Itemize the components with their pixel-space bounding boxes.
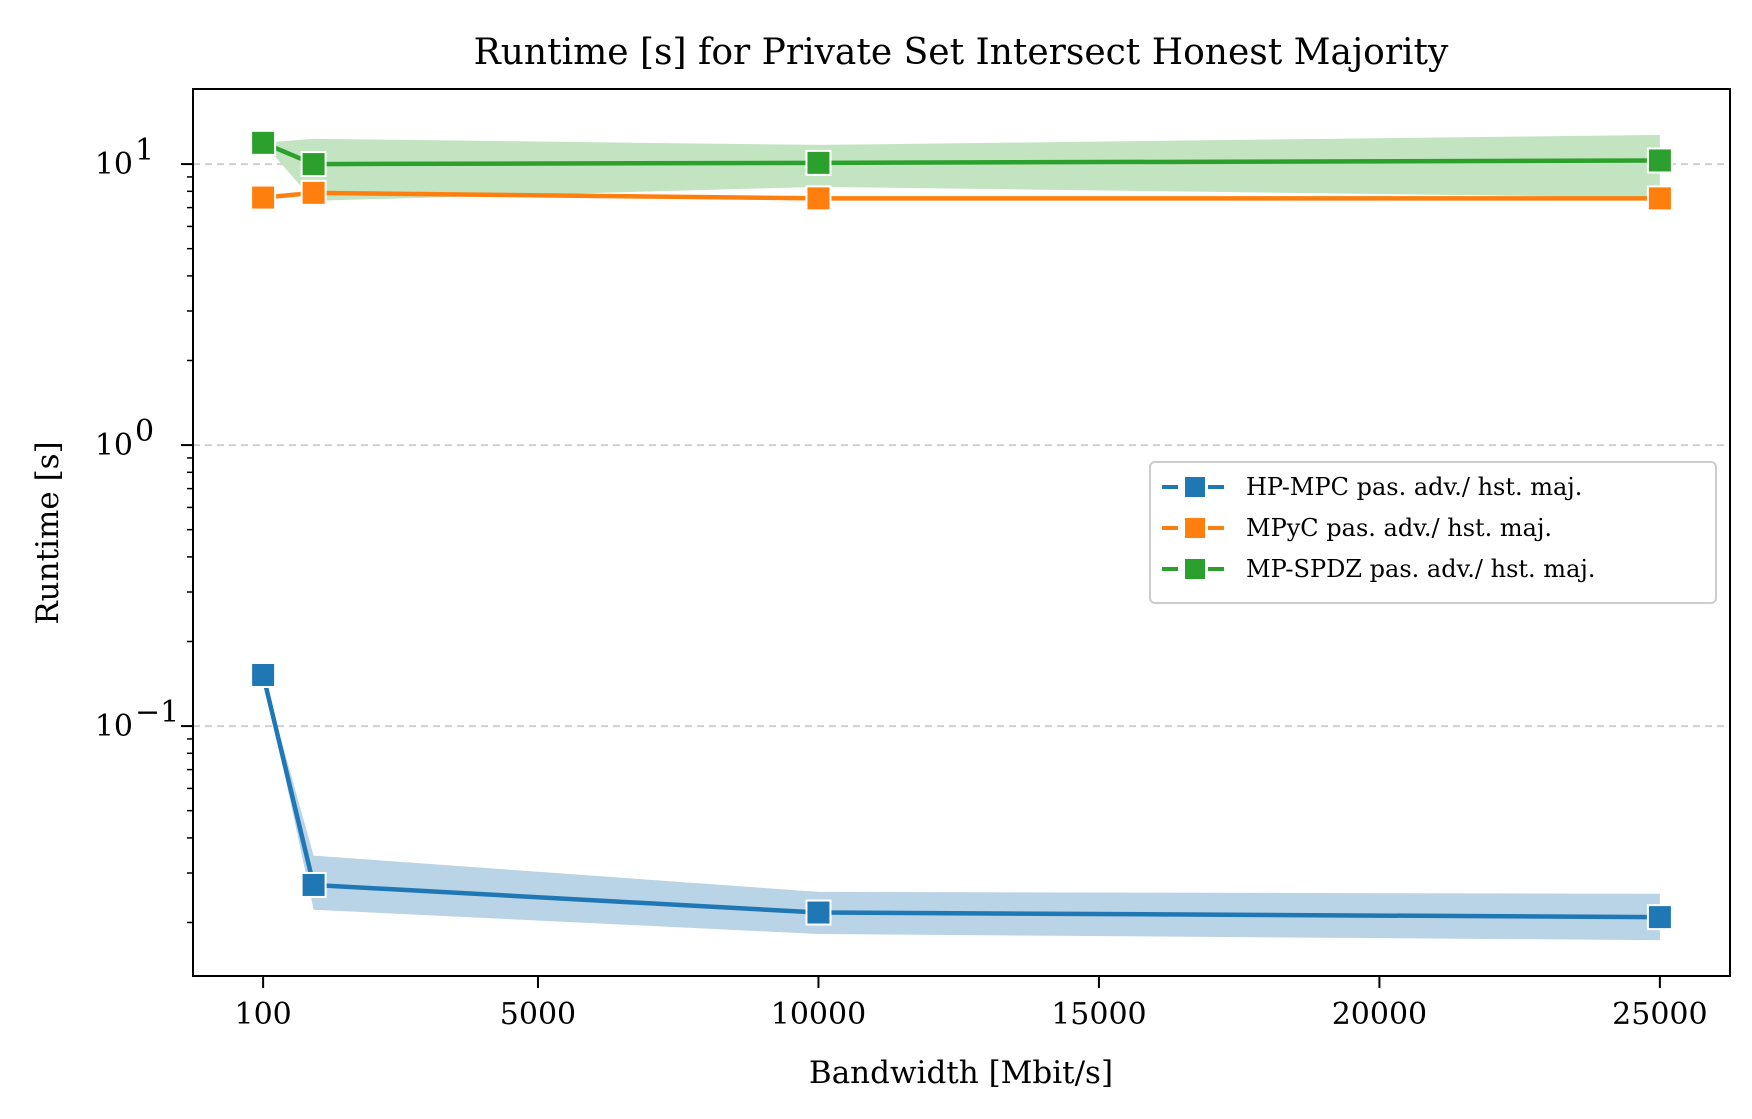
data-point-1-2 xyxy=(805,185,832,212)
plot-frame xyxy=(192,88,1731,977)
legend-marker-1 xyxy=(1183,516,1207,540)
legend-marker-0 xyxy=(1183,475,1207,499)
x-axis-ticks: 100 5000 10000 15000 20000 25000 xyxy=(234,976,1708,1032)
data-point-1-3 xyxy=(1646,185,1673,212)
data-point-2-1 xyxy=(300,151,327,178)
legend-label-1: MPyC pas. adv./ hst. maj. xyxy=(1246,514,1552,542)
x-tick-label-0: 100 xyxy=(234,997,291,1032)
chart-title: Runtime [s] for Private Set Intersect Ho… xyxy=(474,32,1449,73)
y-tick-exponent-2: −1 xyxy=(135,695,179,730)
x-tick-label-5: 25000 xyxy=(1612,997,1707,1032)
y-axis-label: Runtime [s] xyxy=(30,441,66,624)
y-tick-exponent-0: 1 xyxy=(135,133,154,168)
confidence-band-2 xyxy=(263,134,1660,201)
legend-label-2: MP-SPDZ pas. adv./ hst. maj. xyxy=(1246,555,1595,583)
data-point-1-1 xyxy=(300,179,327,206)
x-tick-label-2: 10000 xyxy=(771,997,866,1032)
x-axis-label: Bandwidth [Mbit/s] xyxy=(809,1055,1113,1091)
data-point-0-0 xyxy=(250,661,277,688)
data-point-2-0 xyxy=(250,129,277,156)
legend-frame xyxy=(1149,461,1717,604)
confidence-band-0 xyxy=(263,674,1660,941)
x-tick-label-3: 15000 xyxy=(1051,997,1146,1032)
data-point-0-1 xyxy=(300,871,327,898)
data-point-0-2 xyxy=(805,899,832,926)
legend: HP-MPC pas. adv./ hst. maj. MPyC pas. adv… xyxy=(1149,461,1717,604)
series-line-0 xyxy=(260,674,1660,920)
series-lines xyxy=(260,140,1660,920)
y-tick-label-2: 10 xyxy=(95,709,133,744)
data-point-0-3 xyxy=(1646,904,1673,931)
data-point-1-0 xyxy=(250,184,277,211)
series-markers xyxy=(250,129,1673,931)
y-tick-label-1: 10 xyxy=(95,428,133,463)
y-tick-label-0: 10 xyxy=(95,147,133,182)
data-point-2-3 xyxy=(1646,147,1673,174)
series-line-2 xyxy=(262,140,1660,167)
legend-label-0: HP-MPC pas. adv./ hst. maj. xyxy=(1246,473,1582,501)
legend-marker-2 xyxy=(1183,557,1207,581)
x-tick-label-4: 20000 xyxy=(1332,997,1427,1032)
series-line-1 xyxy=(262,190,1660,201)
x-tick-label-1: 5000 xyxy=(500,997,576,1032)
y-tick-exponent-1: 0 xyxy=(135,414,154,449)
data-point-2-2 xyxy=(805,149,832,176)
